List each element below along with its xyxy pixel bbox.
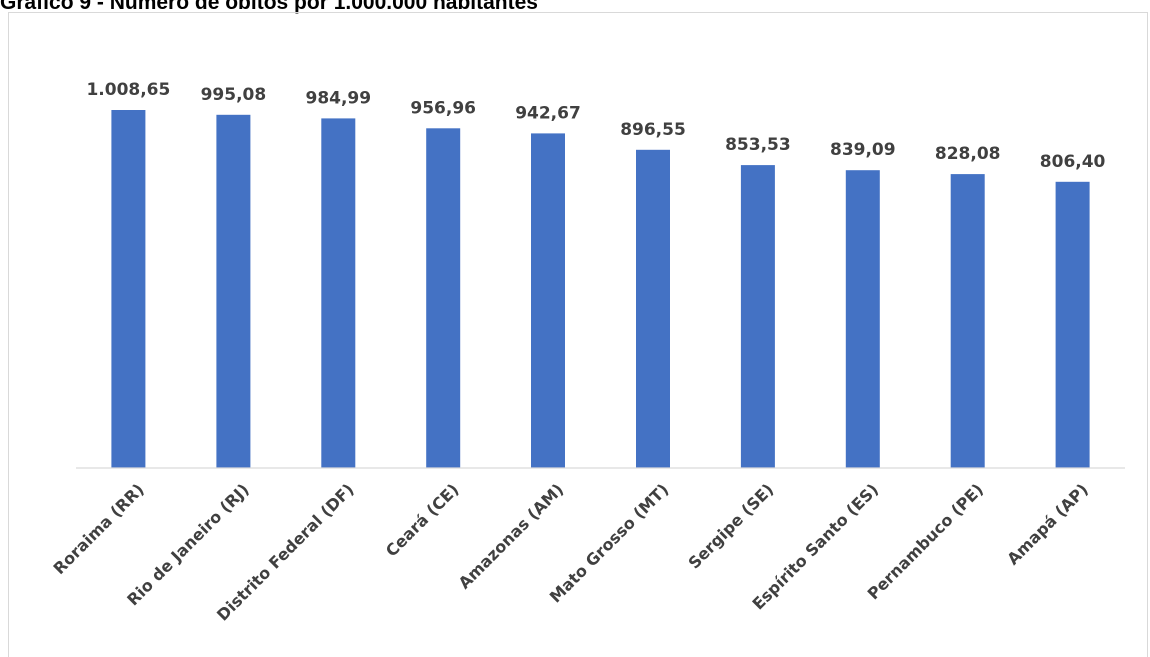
bar-2	[321, 118, 356, 469]
value-label-7: 839,09	[830, 140, 896, 160]
category-label-0: Roraima (RR)	[50, 480, 148, 578]
value-labels-group: 1.008,65 995,08 984,99 956,96 942,67 896,55 85…	[86, 80, 1105, 172]
value-label-3: 956,96	[410, 98, 476, 118]
category-label-9: Amapá (AP)	[1003, 480, 1092, 569]
value-label-6: 853,53	[725, 135, 791, 155]
value-label-5: 896,55	[620, 120, 686, 140]
bar-1	[216, 114, 251, 469]
bar-0	[111, 110, 146, 468]
category-labels-group: Roraima (RR)Rio de Janeiro (RJ)Distrito …	[50, 480, 1092, 625]
bar-7	[845, 170, 880, 468]
chart-title: Gráfico 9 - Número de óbitos por 1.000.0…	[0, 0, 538, 14]
bars-group	[111, 110, 1090, 469]
bar-3	[426, 128, 461, 469]
value-label-0: 1.008,65	[86, 80, 170, 100]
category-label-6: Sergipe (SE)	[684, 480, 777, 573]
category-label-3: Ceará (CE)	[382, 480, 463, 561]
value-label-8: 828,08	[935, 144, 1001, 164]
bar-6	[740, 165, 775, 468]
bar-4	[531, 133, 565, 468]
bar-9	[1055, 181, 1090, 469]
value-label-4: 942,67	[515, 103, 581, 123]
bar-5	[636, 149, 670, 469]
value-label-9: 806,40	[1040, 152, 1106, 172]
value-label-2: 984,99	[305, 88, 371, 108]
value-label-1: 995,08	[201, 85, 267, 105]
category-label-8: Pernambuco (PE)	[864, 480, 987, 603]
bar-8	[950, 174, 985, 468]
category-label-4: Amazonas (AM)	[455, 480, 568, 593]
category-label-5: Mato Grosso (MT)	[546, 480, 673, 607]
chart-frame	[8, 12, 1148, 657]
